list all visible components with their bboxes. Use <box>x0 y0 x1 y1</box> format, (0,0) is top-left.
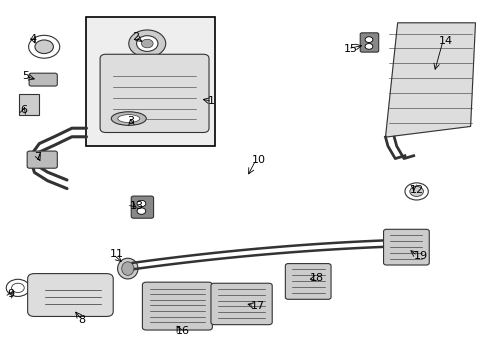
FancyBboxPatch shape <box>28 274 113 316</box>
FancyBboxPatch shape <box>285 264 330 299</box>
Ellipse shape <box>118 114 140 122</box>
FancyBboxPatch shape <box>27 151 57 168</box>
FancyBboxPatch shape <box>29 73 57 86</box>
Text: 5: 5 <box>22 71 29 81</box>
Circle shape <box>136 36 158 51</box>
Text: 4: 4 <box>30 34 37 44</box>
Circle shape <box>128 30 165 57</box>
FancyBboxPatch shape <box>383 229 428 265</box>
FancyBboxPatch shape <box>100 54 208 132</box>
Circle shape <box>409 186 423 197</box>
Text: 18: 18 <box>309 273 324 283</box>
FancyBboxPatch shape <box>360 33 378 52</box>
Ellipse shape <box>117 258 138 279</box>
Polygon shape <box>385 23 474 137</box>
Text: 13: 13 <box>130 201 144 211</box>
Text: 11: 11 <box>109 249 123 259</box>
Circle shape <box>137 208 145 214</box>
Circle shape <box>137 201 145 207</box>
Circle shape <box>12 283 24 293</box>
FancyBboxPatch shape <box>131 196 153 218</box>
Text: 14: 14 <box>438 36 452 46</box>
Circle shape <box>35 40 53 54</box>
Text: 16: 16 <box>175 326 189 336</box>
FancyBboxPatch shape <box>210 283 272 325</box>
Circle shape <box>365 37 372 42</box>
Text: 12: 12 <box>409 185 423 195</box>
Text: 3: 3 <box>126 116 134 126</box>
Text: 2: 2 <box>131 32 139 42</box>
Circle shape <box>365 44 372 49</box>
Text: 10: 10 <box>251 156 265 165</box>
Ellipse shape <box>111 112 146 125</box>
Text: 8: 8 <box>78 315 85 325</box>
Text: 17: 17 <box>250 301 264 311</box>
Text: 19: 19 <box>413 251 427 261</box>
Text: 15: 15 <box>344 44 357 54</box>
Text: 1: 1 <box>207 96 215 107</box>
Text: 6: 6 <box>20 105 27 115</box>
Circle shape <box>141 39 153 48</box>
FancyBboxPatch shape <box>142 282 212 330</box>
Text: 9: 9 <box>7 289 14 298</box>
Bar <box>19 94 39 115</box>
Ellipse shape <box>122 262 134 275</box>
Bar <box>86 18 215 146</box>
Text: 7: 7 <box>34 152 41 162</box>
